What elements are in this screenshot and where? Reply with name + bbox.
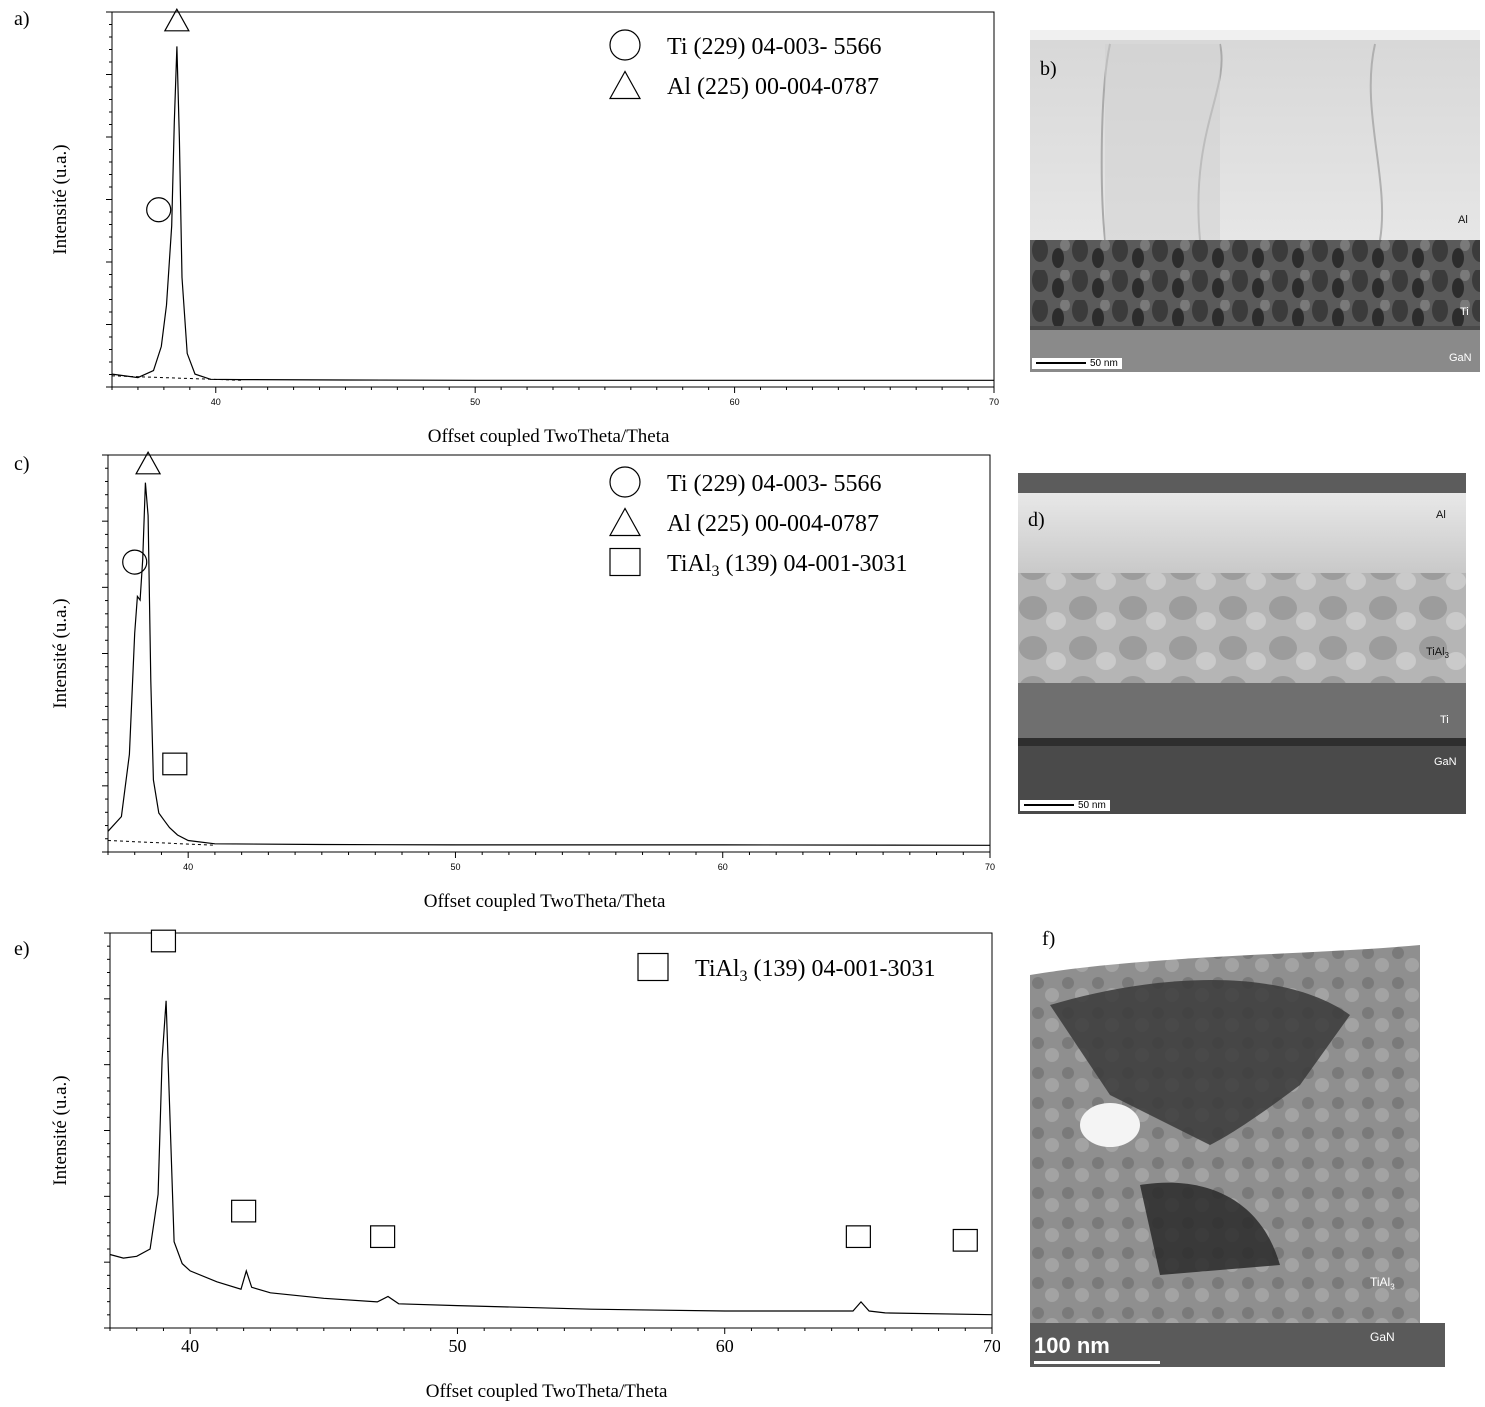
y-axis-label: Intensité (u.a.) bbox=[50, 1075, 71, 1185]
panel-label-a: a) bbox=[14, 8, 30, 30]
triangle-peak-marker bbox=[135, 450, 162, 475]
baseline bbox=[107, 839, 215, 846]
legend-circle-marker bbox=[609, 29, 641, 61]
tem-b-picture bbox=[1030, 30, 1480, 372]
x-tick-label: 40 bbox=[183, 862, 193, 872]
x-tick-label: 40 bbox=[181, 1336, 199, 1356]
tem-image-f: TiAl3 GaN 100 nm bbox=[1030, 945, 1445, 1367]
tem-b-label-gan: GaN bbox=[1449, 352, 1472, 364]
square-peak-marker bbox=[370, 1225, 396, 1249]
plot-frame bbox=[109, 932, 993, 1329]
square-peak-marker bbox=[231, 1199, 257, 1223]
panel-label-f: f) bbox=[1042, 928, 1056, 950]
tem-d-label-tial3: TiAl3 bbox=[1426, 646, 1449, 661]
x-tick-label: 70 bbox=[983, 1336, 1000, 1356]
tem-f-scale-line bbox=[1034, 1361, 1160, 1364]
legend-square-marker bbox=[637, 952, 669, 982]
triangle-peak-marker bbox=[163, 7, 190, 32]
legend-text: Al (225) 00-004-0787 bbox=[667, 74, 879, 100]
tem-d-picture bbox=[1018, 473, 1466, 814]
x-tick-label: 70 bbox=[985, 862, 995, 872]
circle-peak-marker bbox=[146, 197, 172, 223]
x-tick-label: 70 bbox=[989, 397, 999, 407]
tem-image-b: b) Al Ti GaN 50 nm bbox=[1030, 30, 1480, 372]
chart-a: 40 50 60 70 Offset coupled TwoTheta/Theta Int… bbox=[50, 7, 999, 447]
tem-image-d: d) Al TiAl3 Ti GaN 50 nm bbox=[1018, 473, 1466, 814]
diffraction-series bbox=[111, 46, 994, 381]
xrd-charts: 40 50 60 70 Offset coupled TwoTheta/Theta Int… bbox=[50, 7, 1000, 1402]
legend-text: TiAl3 (139) 04-001-3031 bbox=[667, 551, 907, 580]
panel-label-c: c) bbox=[14, 453, 30, 475]
tem-f-picture bbox=[1030, 945, 1445, 1367]
square-peak-marker bbox=[845, 1225, 871, 1249]
square-peak-marker bbox=[162, 752, 188, 776]
legend-circle-marker bbox=[609, 466, 641, 498]
tem-f-label-tial3: TiAl3 bbox=[1370, 1275, 1395, 1292]
square-peak-marker bbox=[150, 929, 177, 953]
legend-text: TiAl3 (139) 04-001-3031 bbox=[695, 956, 935, 985]
x-axis-label: Offset coupled TwoTheta/Theta bbox=[424, 891, 666, 912]
tem-f-scale-text: 100 nm bbox=[1034, 1333, 1110, 1358]
diffraction-series bbox=[109, 1000, 993, 1316]
x-tick-label: 40 bbox=[211, 397, 221, 407]
legend-triangle-marker bbox=[608, 70, 642, 100]
plot-frame bbox=[111, 11, 995, 388]
tem-f-label-gan: GaN bbox=[1370, 1330, 1395, 1344]
chart-e: 40 50 60 70 Offset coupled TwoTheta/Theta Int… bbox=[50, 929, 1000, 1402]
tem-d-panel-letter: d) bbox=[1028, 509, 1045, 531]
legend-text: Ti (229) 04-003- 5566 bbox=[667, 471, 881, 497]
x-tick-label: 50 bbox=[450, 862, 460, 872]
tem-b-label-al: Al bbox=[1458, 214, 1468, 226]
x-tick-label: 50 bbox=[470, 397, 480, 407]
chart-c: 40 50 60 70 Offset coupled TwoTheta/Theta Int… bbox=[50, 450, 995, 912]
tem-b-panel-letter: b) bbox=[1040, 58, 1057, 80]
legend-triangle-marker bbox=[608, 507, 642, 537]
legend-square-marker bbox=[609, 547, 641, 577]
x-tick-label: 60 bbox=[730, 397, 740, 407]
circle-peak-marker bbox=[122, 549, 148, 575]
tem-d-label-ti: Ti bbox=[1440, 714, 1449, 726]
square-peak-marker bbox=[952, 1228, 978, 1252]
diffraction-series bbox=[107, 482, 991, 846]
legend-text: Al (225) 00-004-0787 bbox=[667, 511, 879, 537]
tem-d-label-gan: GaN bbox=[1434, 756, 1457, 768]
x-tick-label: 60 bbox=[716, 1336, 734, 1356]
y-axis-label: Intensité (u.a.) bbox=[50, 144, 71, 254]
x-tick-label: 60 bbox=[718, 862, 728, 872]
x-axis-label: Offset coupled TwoTheta/Theta bbox=[426, 1381, 668, 1402]
x-axis-label: Offset coupled TwoTheta/Theta bbox=[428, 426, 670, 447]
legend-text: Ti (229) 04-003- 5566 bbox=[667, 34, 881, 60]
tem-b-scalebar: 50 nm bbox=[1032, 358, 1122, 369]
tem-d-label-al: Al bbox=[1436, 509, 1446, 521]
tem-b-label-ti: Ti bbox=[1460, 306, 1469, 318]
panel-label-e: e) bbox=[14, 938, 30, 960]
x-tick-label: 50 bbox=[448, 1336, 466, 1356]
tem-d-scalebar: 50 nm bbox=[1020, 800, 1110, 811]
y-axis-label: Intensité (u.a.) bbox=[50, 598, 71, 708]
